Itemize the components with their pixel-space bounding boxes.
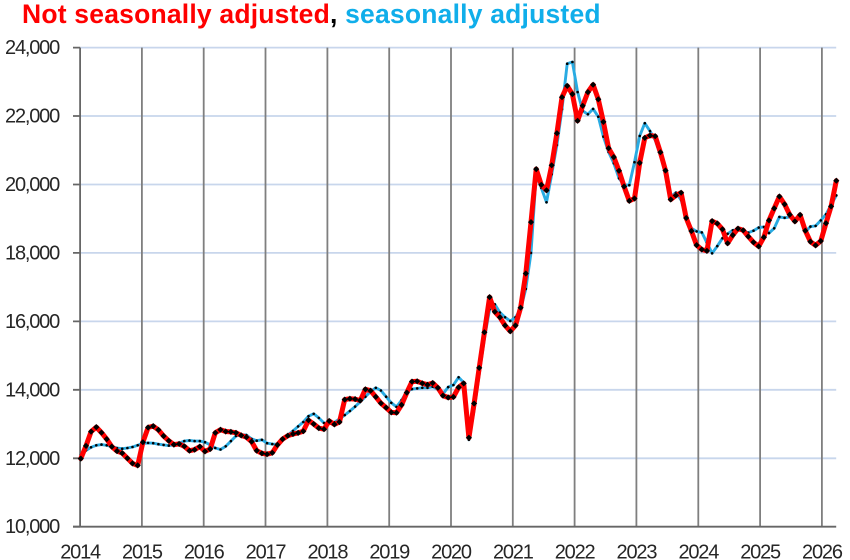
- svg-text:2016: 2016: [184, 542, 225, 560]
- svg-text:2026: 2026: [802, 542, 843, 560]
- svg-text:2025: 2025: [740, 542, 781, 560]
- svg-text:2021: 2021: [493, 542, 534, 560]
- svg-text:2017: 2017: [246, 542, 287, 560]
- svg-text:2018: 2018: [308, 542, 349, 560]
- svg-text:18,000: 18,000: [5, 242, 60, 264]
- svg-text:Not seasonally adjusted, seaso: Not seasonally adjusted, seasonally adju…: [22, 0, 601, 29]
- svg-text:10,000: 10,000: [5, 516, 60, 538]
- svg-text:2014: 2014: [60, 542, 101, 560]
- svg-text:16,000: 16,000: [5, 311, 60, 333]
- svg-text:2015: 2015: [122, 542, 163, 560]
- svg-text:24,000: 24,000: [5, 37, 60, 59]
- svg-text:2019: 2019: [369, 542, 410, 560]
- svg-text:2023: 2023: [617, 542, 658, 560]
- svg-text:22,000: 22,000: [5, 106, 60, 128]
- svg-text:14,000: 14,000: [5, 379, 60, 401]
- svg-text:12,000: 12,000: [5, 448, 60, 470]
- svg-text:2024: 2024: [678, 542, 719, 560]
- svg-text:2022: 2022: [555, 542, 596, 560]
- svg-text:2020: 2020: [431, 542, 472, 560]
- svg-text:20,000: 20,000: [5, 174, 60, 196]
